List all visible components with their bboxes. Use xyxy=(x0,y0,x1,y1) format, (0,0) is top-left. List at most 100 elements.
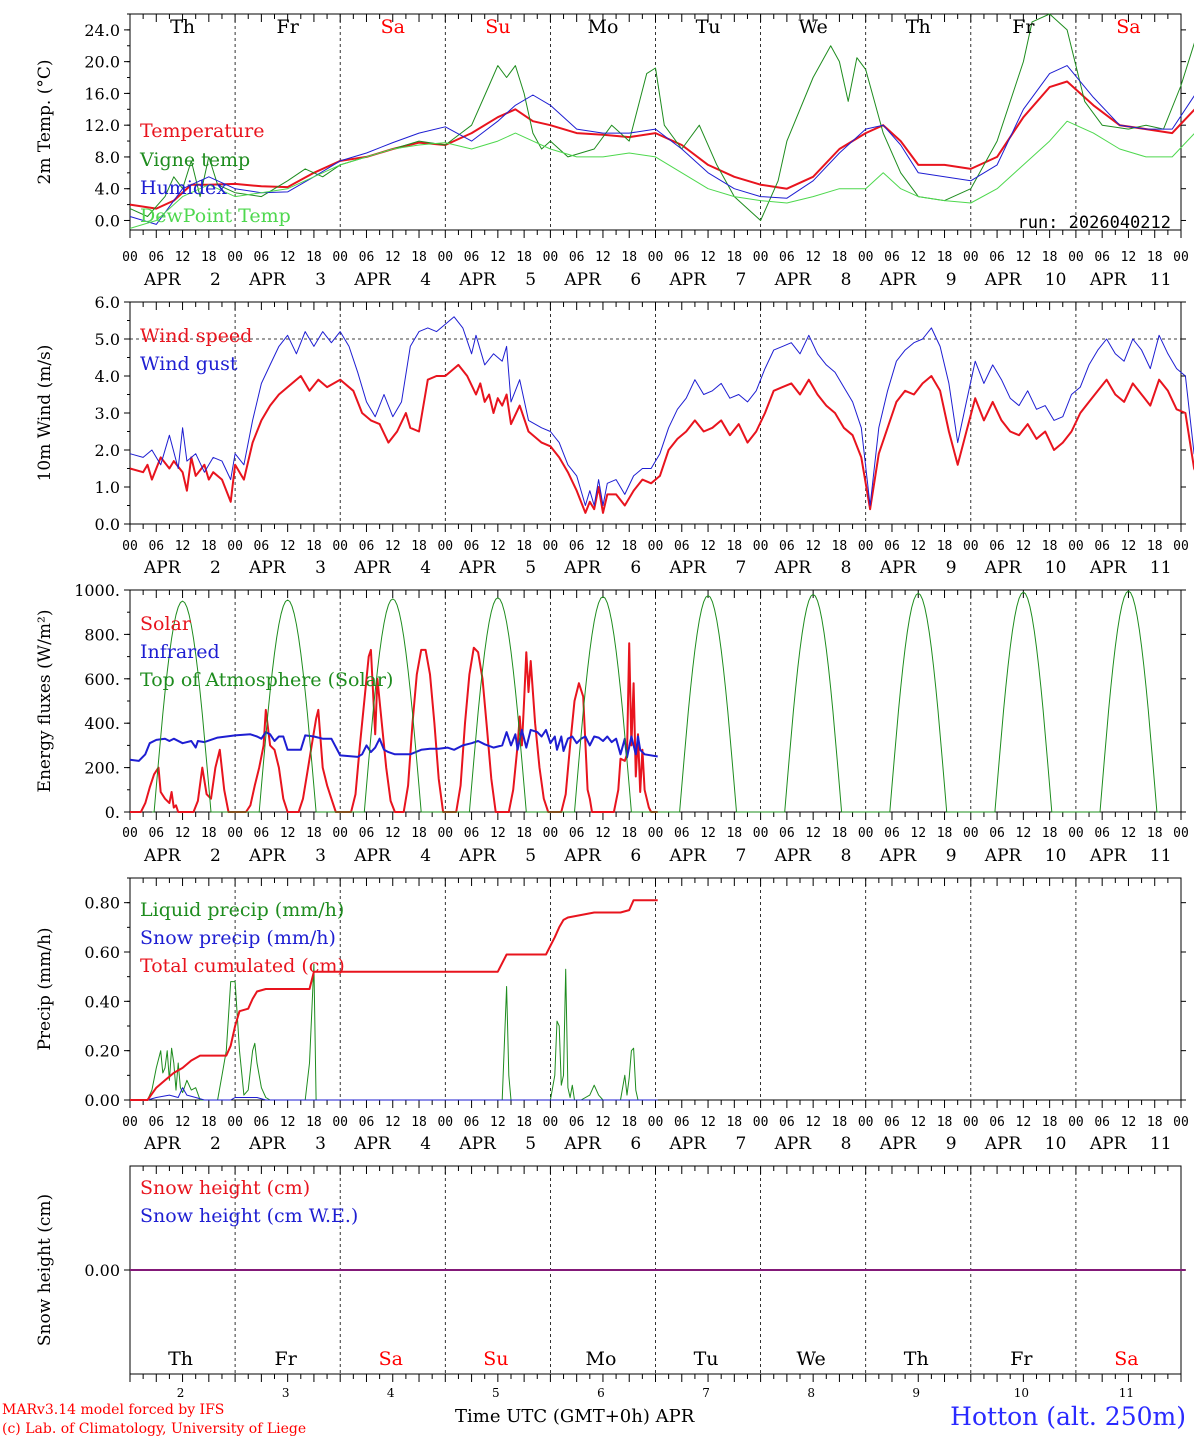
wind-hour-label: 00 xyxy=(332,539,348,554)
wind-hour-label: 00 xyxy=(543,539,559,554)
precip-hour-label: 12 xyxy=(910,1115,926,1130)
energy-hour-label: 00 xyxy=(332,826,348,841)
credit-line-2: (c) Lab. of Climatology, University of L… xyxy=(2,1421,307,1437)
energy-y-tick-label: 600. xyxy=(84,670,120,689)
precip-hour-label: 06 xyxy=(674,1115,690,1130)
temperature-hour-label: 00 xyxy=(122,250,138,265)
precip-date-label: 7 xyxy=(736,1134,747,1154)
precip-hour-label: 06 xyxy=(989,1115,1005,1130)
precip-month-label: APR xyxy=(1089,1134,1128,1154)
energy-month-label: APR xyxy=(1089,846,1128,866)
energy-hour-label: 12 xyxy=(910,826,926,841)
wind-hour-label: 00 xyxy=(227,539,243,554)
wind-y-label: 10m Wind (m/s) xyxy=(35,345,55,482)
wind-y-tick-label: 1.0 xyxy=(95,478,120,497)
precip-hour-label: 00 xyxy=(858,1115,874,1130)
temperature-hour-label: 06 xyxy=(779,250,795,265)
temperature-hour-label: 18 xyxy=(621,250,637,265)
energy-hour-label: 12 xyxy=(1121,826,1137,841)
wind-y-tick-label: 4.0 xyxy=(95,367,120,386)
wind-hour-label: 18 xyxy=(937,539,953,554)
wind-hour-label: 12 xyxy=(385,539,401,554)
wind-date-label: 2 xyxy=(210,558,221,578)
precip-date-label: 2 xyxy=(210,1134,221,1154)
temperature-hour-label: 06 xyxy=(884,250,900,265)
wind-hour-label: 00 xyxy=(753,539,769,554)
day-date-bottom: 4 xyxy=(387,1386,395,1400)
day-name-bottom: Tu xyxy=(694,1348,719,1370)
wind-date-label: 11 xyxy=(1150,558,1172,578)
wind-hour-label: 00 xyxy=(437,539,453,554)
temperature-legend-item: DewPoint Temp xyxy=(140,205,291,227)
energy-date-label: 4 xyxy=(420,846,431,866)
energy-hour-label: 18 xyxy=(306,826,322,841)
precip-hour-label: 18 xyxy=(1147,1115,1163,1130)
wind-date-label: 8 xyxy=(841,558,852,578)
precip-month-label: APR xyxy=(248,1134,287,1154)
temperature-y-tick-label: 8.0 xyxy=(95,148,120,167)
precip-hour-label: 06 xyxy=(1094,1115,1110,1130)
day-date-bottom: 8 xyxy=(807,1386,815,1400)
precip-date-label: 9 xyxy=(946,1134,957,1154)
energy-hour-label: 06 xyxy=(884,826,900,841)
wind-date-label: 3 xyxy=(315,558,326,578)
temperature-hour-label: 12 xyxy=(385,250,401,265)
wind-hour-label: 12 xyxy=(175,539,191,554)
energy-hour-label: 00 xyxy=(648,826,664,841)
energy-hour-label: 12 xyxy=(280,826,296,841)
temperature-hour-label: 00 xyxy=(753,250,769,265)
precip-month-label: APR xyxy=(563,1134,602,1154)
day-name-top: Th xyxy=(170,16,195,38)
wind-hour-label: 12 xyxy=(910,539,926,554)
temperature-hour-label: 12 xyxy=(805,250,821,265)
day-date-bottom: 3 xyxy=(282,1386,290,1400)
energy-hour-label: 06 xyxy=(464,826,480,841)
precip-date-label: 3 xyxy=(315,1134,326,1154)
precip-hour-label: 06 xyxy=(254,1115,270,1130)
temperature-hour-label: 18 xyxy=(832,250,848,265)
day-name-bottom: Sa xyxy=(1114,1348,1138,1370)
energy-hour-label: 00 xyxy=(1173,826,1189,841)
energy-month-label: APR xyxy=(248,846,287,866)
wind-hour-label: 18 xyxy=(516,539,532,554)
temperature-hour-label: 06 xyxy=(254,250,270,265)
wind-hour-label: 06 xyxy=(148,539,164,554)
energy-month-label: APR xyxy=(879,846,918,866)
snow-legend-item: Snow height (cm W.E.) xyxy=(140,1205,358,1227)
precip-hour-label: 12 xyxy=(1121,1115,1137,1130)
precip-month-label: APR xyxy=(984,1134,1023,1154)
wind-date-label: 9 xyxy=(946,558,957,578)
day-date-bottom: 6 xyxy=(597,1386,605,1400)
wind-month-label: APR xyxy=(984,558,1023,578)
day-name-bottom: Th xyxy=(168,1348,193,1370)
precip-hour-label: 00 xyxy=(543,1115,559,1130)
wind-hour-label: 00 xyxy=(1068,539,1084,554)
energy-legend-item: Solar xyxy=(140,613,192,635)
energy-date-label: 5 xyxy=(525,846,536,866)
panel-precip: 00 06 12 18 00 06 12 18 00 06 12 18 00 06 12 18 00 06 12 18… xyxy=(35,877,1189,1154)
temperature-hour-label: 00 xyxy=(437,250,453,265)
energy-hour-label: 06 xyxy=(254,826,270,841)
day-name-bottom: Su xyxy=(483,1348,508,1370)
energy-month-label: APR xyxy=(563,846,602,866)
temperature-month-label: APR xyxy=(353,270,392,290)
energy-y-tick-label: 1000. xyxy=(74,581,120,600)
wind-legend-item: Wind gust xyxy=(140,353,238,375)
temperature-hour-label: 18 xyxy=(411,250,427,265)
wind-month-label: APR xyxy=(669,558,708,578)
temperature-hour-label: 12 xyxy=(1016,250,1032,265)
precip-hour-label: 06 xyxy=(569,1115,585,1130)
energy-month-label: APR xyxy=(353,846,392,866)
wind-hour-label: 12 xyxy=(1121,539,1137,554)
wind-hour-label: 00 xyxy=(648,539,664,554)
wind-hour-label: 06 xyxy=(779,539,795,554)
station-label: Hotton (alt. 250m) xyxy=(950,1402,1186,1431)
precip-y-tick-label: 0.60 xyxy=(84,943,120,962)
energy-hour-label: 00 xyxy=(858,826,874,841)
precip-legend-item: Snow precip (mm/h) xyxy=(140,927,336,949)
wind-date-label: 4 xyxy=(420,558,431,578)
wind-y-tick-label: 6.0 xyxy=(95,293,120,312)
wind-date-label: 7 xyxy=(736,558,747,578)
day-date-bottom: 11 xyxy=(1119,1386,1134,1400)
precip-hour-label: 12 xyxy=(490,1115,506,1130)
